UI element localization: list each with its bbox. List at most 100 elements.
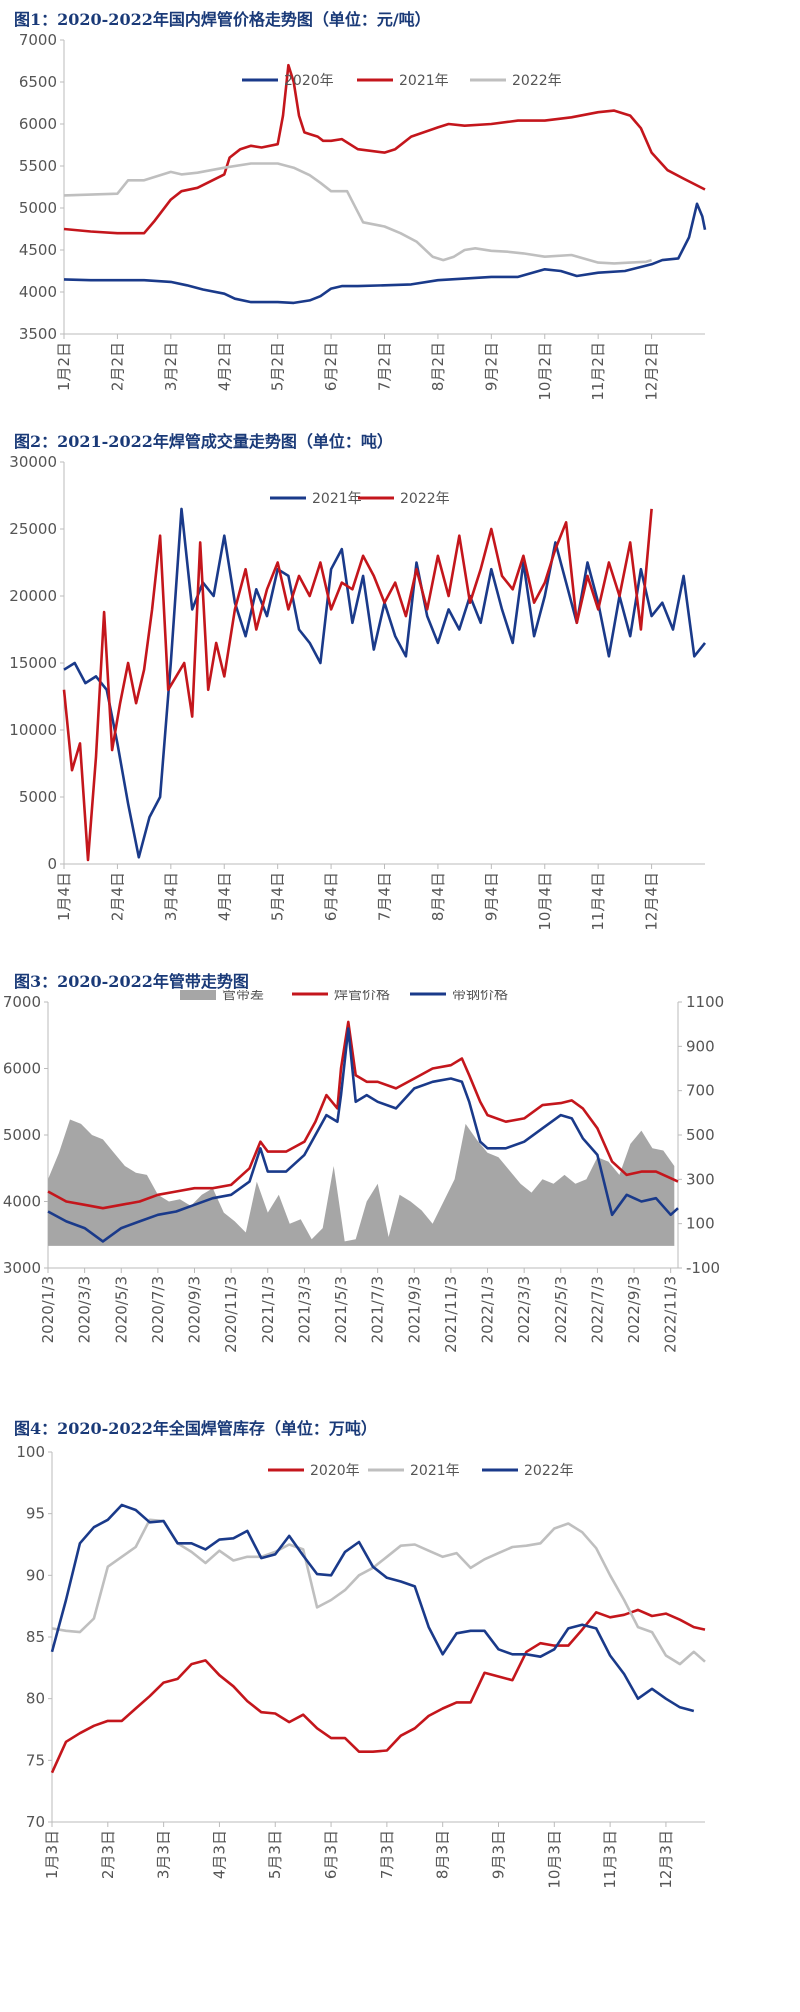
x-tick-label: 12月2日 xyxy=(643,342,661,401)
legend-label: 2020年 xyxy=(310,1463,360,1479)
legend-label: 2022年 xyxy=(524,1463,574,1479)
chart1-price-trend: 3500 4000 4500 5000 5500 6000 6500 7000 1月2日 2月2日… xyxy=(19,31,707,401)
y-tick-label: 4000 xyxy=(19,283,57,301)
x-tick-label: 7月3日 xyxy=(378,1830,396,1879)
y-right-tick-label: -100 xyxy=(686,1259,720,1277)
x-tick-label: 11月4日 xyxy=(589,872,607,931)
legend-label: 2021年 xyxy=(399,73,449,89)
y-right-tick-label: 700 xyxy=(686,1082,715,1100)
x-tick-label: 4月4日 xyxy=(215,872,233,921)
y-right-tick-label: 900 xyxy=(686,1037,715,1055)
x-tick-label: 2021/5/3 xyxy=(332,1276,350,1343)
x-tick-label: 2020/1/3 xyxy=(39,1276,57,1343)
x-tick-label: 6月4日 xyxy=(322,872,340,921)
chart2-title: 图2：2021-2022年焊管成交量走势图（单位：吨） xyxy=(14,432,393,451)
line-series-3 xyxy=(50,1503,695,1713)
x-tick-label: 2020/3/3 xyxy=(76,1276,94,1343)
x-tick-label: 4月3日 xyxy=(210,1830,228,1879)
y-tick-label: 6500 xyxy=(19,73,57,91)
x-tick-label: 8月3日 xyxy=(434,1830,452,1879)
y-tick-label: 80 xyxy=(26,1690,45,1708)
x-tick-label: 2月4日 xyxy=(108,872,126,921)
chart1-title: 图1：2020-2022年国内焊管价格走势图（单位：元/吨） xyxy=(14,10,431,29)
y-tick-label: 6000 xyxy=(3,1060,41,1078)
y-tick-label: 0 xyxy=(47,855,57,873)
y-right-tick-label: 1100 xyxy=(686,993,724,1011)
x-tick-label: 12月4日 xyxy=(643,872,661,931)
x-tick-label: 3月4日 xyxy=(162,872,180,921)
x-tick-label: 1月2日 xyxy=(55,342,73,391)
y-tick-label: 3000 xyxy=(3,1259,41,1277)
x-tick-label: 4月2日 xyxy=(215,342,233,391)
line-series-1 xyxy=(63,202,707,305)
legend-label: 2022年 xyxy=(400,491,450,507)
x-tick-label: 8月2日 xyxy=(429,342,447,391)
line-series-2 xyxy=(47,1020,679,1210)
area-series-1 xyxy=(48,1119,675,1246)
line-series-3 xyxy=(47,1027,679,1243)
y-tick-label: 85 xyxy=(26,1628,45,1646)
y-tick-label: 4500 xyxy=(19,241,57,259)
legend-label: 2021年 xyxy=(410,1463,460,1479)
x-tick-label: 2月3日 xyxy=(99,1830,117,1879)
line-series-2 xyxy=(51,1518,706,1666)
x-tick-label: 2020/9/3 xyxy=(186,1276,204,1343)
y-tick-label: 5000 xyxy=(3,1126,41,1144)
y-tick-label: 25000 xyxy=(9,520,57,538)
y-tick-label: 6000 xyxy=(19,115,57,133)
chart4-title: 图4：2020-2022年全国焊管库存（单位：万吨） xyxy=(14,1419,377,1438)
x-tick-label: 2022/11/3 xyxy=(662,1276,680,1353)
y-tick-label: 4000 xyxy=(3,1193,41,1211)
y-tick-label: 10000 xyxy=(9,721,57,739)
y-right-tick-label: 300 xyxy=(686,1170,715,1188)
x-tick-label: 8月4日 xyxy=(429,872,447,921)
x-tick-label: 9月2日 xyxy=(482,342,500,391)
y-right-tick-label: 100 xyxy=(686,1215,715,1233)
chart4-inventory-trend: 70 75 80 85 90 95 100 1月3日 2月3日 3月3日 4月3日 5月3日 6月3日 7… xyxy=(16,1443,706,1889)
y-tick-label: 7000 xyxy=(19,31,57,49)
line-series-1 xyxy=(50,1608,706,1774)
legend-label: 2020年 xyxy=(284,73,334,89)
x-tick-label: 5月4日 xyxy=(269,872,287,921)
y-tick-label: 75 xyxy=(26,1751,45,1769)
chart3-pipe-strip-trend: 3000 4000 5000 6000 7000 -100 100 300 500 700 900 1… xyxy=(3,990,724,1353)
x-tick-label: 2021/9/3 xyxy=(405,1276,423,1343)
x-tick-label: 5月3日 xyxy=(266,1830,284,1879)
x-tick-label: 7月2日 xyxy=(376,342,394,391)
x-tick-label: 2022/5/3 xyxy=(552,1276,570,1343)
x-tick-label: 3月3日 xyxy=(155,1830,173,1879)
x-tick-label: 2022/7/3 xyxy=(588,1276,606,1343)
y-tick-label: 70 xyxy=(26,1813,45,1831)
line-series-2 xyxy=(63,63,706,235)
x-tick-label: 10月4日 xyxy=(536,872,554,931)
y-tick-label: 7000 xyxy=(3,993,41,1011)
line-series-3 xyxy=(63,162,652,265)
x-tick-label: 2020/7/3 xyxy=(149,1276,167,1343)
x-tick-label: 2022/1/3 xyxy=(479,1276,497,1343)
y-tick-label: 5000 xyxy=(19,199,57,217)
y-tick-label: 3500 xyxy=(19,325,57,343)
x-tick-label: 10月3日 xyxy=(545,1830,563,1889)
legend-label: 2022年 xyxy=(512,73,562,89)
x-tick-label: 1月3日 xyxy=(43,1830,61,1879)
y-tick-label: 30000 xyxy=(9,453,57,471)
y-tick-label: 95 xyxy=(26,1505,45,1523)
x-tick-label: 2020/5/3 xyxy=(112,1276,130,1343)
x-tick-label: 3月2日 xyxy=(162,342,180,391)
x-tick-label: 9月3日 xyxy=(489,1830,507,1879)
y-tick-label: 20000 xyxy=(9,587,57,605)
x-tick-label: 2021/11/3 xyxy=(442,1276,460,1353)
x-tick-label: 2021/3/3 xyxy=(295,1276,313,1343)
x-tick-label: 1月4日 xyxy=(55,872,73,921)
x-tick-label: 2021/1/3 xyxy=(259,1276,277,1343)
x-tick-label: 11月3日 xyxy=(601,1830,619,1889)
x-tick-label: 6月3日 xyxy=(322,1830,340,1879)
legend-label: 焊管价格 xyxy=(334,990,390,1003)
x-tick-label: 11月2日 xyxy=(589,342,607,401)
legend-swatch xyxy=(180,990,216,1000)
x-tick-label: 5月2日 xyxy=(269,342,287,391)
y-tick-label: 100 xyxy=(16,1443,45,1461)
y-tick-label: 5500 xyxy=(19,157,57,175)
chart2-volume-trend: 0 5000 10000 15000 20000 25000 30000 1月4日 2月4日 3月… xyxy=(9,453,707,931)
x-tick-label: 10月2日 xyxy=(536,342,554,401)
